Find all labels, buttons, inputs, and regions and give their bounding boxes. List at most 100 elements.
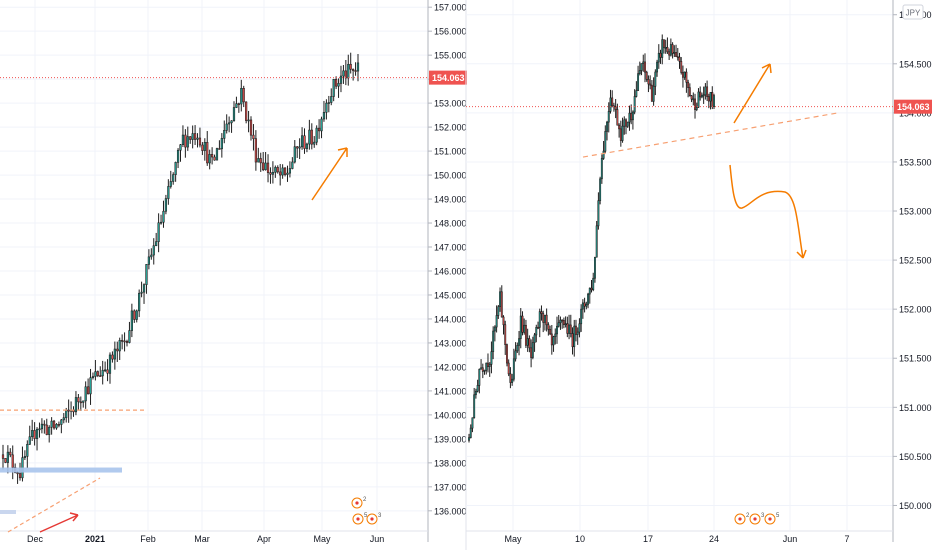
candle-body (84, 386, 87, 402)
candle-body (159, 221, 163, 224)
candle-body (663, 39, 665, 48)
candle-body (509, 373, 512, 383)
candle-body (575, 325, 577, 335)
price-tick-label: 150.000 (434, 171, 467, 181)
price-tick-label: 143.000 (434, 338, 467, 348)
candle-body (695, 106, 698, 110)
candle-body (500, 291, 503, 318)
candle-body (666, 46, 669, 53)
support-trendline (582, 112, 839, 158)
price-tick-label: 157.000 (434, 3, 467, 13)
candle-body (583, 302, 586, 307)
candle-body (542, 313, 545, 323)
candle-body (609, 97, 612, 112)
event-marker-count: 2 (746, 513, 750, 519)
candle-body (543, 314, 546, 323)
candle-body (673, 52, 676, 54)
candle-body (89, 377, 92, 395)
candle-body (516, 345, 519, 352)
candle-body (228, 122, 231, 125)
candle-body (554, 333, 557, 338)
time-tick-label: 2021 (85, 534, 105, 544)
candle-body (133, 310, 136, 320)
candle-body (298, 146, 301, 149)
candle-body (652, 85, 655, 102)
time-tick-label: 7 (844, 534, 849, 544)
support-zone (0, 467, 122, 473)
price-tick-label: 136.000 (434, 506, 467, 516)
candle-body (123, 340, 126, 343)
candle-body (657, 52, 660, 63)
candle-body (469, 427, 472, 438)
candle-body (191, 133, 194, 140)
candle-body (523, 324, 526, 333)
candle-body (581, 302, 584, 310)
price-tick-label: 152.000 (899, 305, 932, 315)
price-tick-label: 144.000 (434, 314, 467, 324)
candle-body (237, 103, 240, 105)
candle-body (685, 71, 688, 83)
candle-body (550, 333, 553, 346)
time-tick-label: Apr (257, 534, 271, 544)
candle-body (269, 172, 272, 175)
candle-body (38, 428, 41, 431)
candle-body (690, 95, 693, 100)
candle-body (67, 409, 70, 412)
candle-body (79, 401, 82, 404)
candle-body (4, 458, 7, 463)
candle-body (588, 287, 591, 295)
candle-body (347, 63, 350, 79)
orange-arrow-up (311, 147, 348, 201)
candle-body (490, 351, 493, 365)
candle-body (308, 129, 311, 145)
candle-body (614, 106, 617, 110)
candle-body (82, 400, 85, 403)
candle-body (259, 158, 262, 164)
candle-body (697, 91, 700, 108)
candle-body (35, 428, 39, 439)
candle-body (174, 162, 177, 175)
price-tick-label: 150.000 (899, 501, 932, 511)
candle-body (502, 316, 505, 326)
candle-body (562, 320, 565, 325)
candle-body (225, 123, 228, 131)
candle-body (296, 146, 299, 149)
candle-body (556, 325, 558, 335)
candle-body (245, 101, 248, 121)
candle-body (578, 323, 581, 333)
candle-body (645, 71, 648, 80)
time-tick-label: Feb (140, 534, 156, 544)
price-tick-label: 153.000 (434, 99, 467, 109)
candle-body (638, 70, 641, 74)
candle-body (77, 397, 80, 403)
time-tick-label: Jun (370, 534, 385, 544)
candle-body (671, 44, 674, 54)
last-price-value: 154.063 (897, 102, 930, 112)
candle-body (16, 472, 19, 475)
event-marker-dot (753, 517, 757, 521)
event-marker-count: 5 (776, 513, 780, 519)
candle-body (201, 144, 204, 151)
candle-body (130, 310, 133, 331)
price-tick-label: 139.000 (434, 434, 467, 444)
candle-body (694, 98, 696, 110)
event-marker-dot (356, 517, 360, 521)
candle-body (235, 103, 238, 108)
candle-body (514, 350, 517, 360)
candle-body (604, 131, 607, 152)
candle-body (499, 291, 502, 308)
range-marker (0, 510, 16, 514)
candle-body (50, 420, 53, 428)
candle-body (592, 277, 595, 291)
price-tick-label: 150.500 (899, 452, 932, 462)
candle-body (179, 144, 182, 151)
candle-body (279, 171, 282, 176)
candle-body (6, 451, 9, 463)
candle-body (704, 86, 707, 96)
candle-body (198, 137, 202, 146)
candle-body (264, 162, 267, 171)
candle-body (630, 112, 633, 121)
candle-body (621, 125, 624, 141)
candle-body (644, 61, 646, 73)
